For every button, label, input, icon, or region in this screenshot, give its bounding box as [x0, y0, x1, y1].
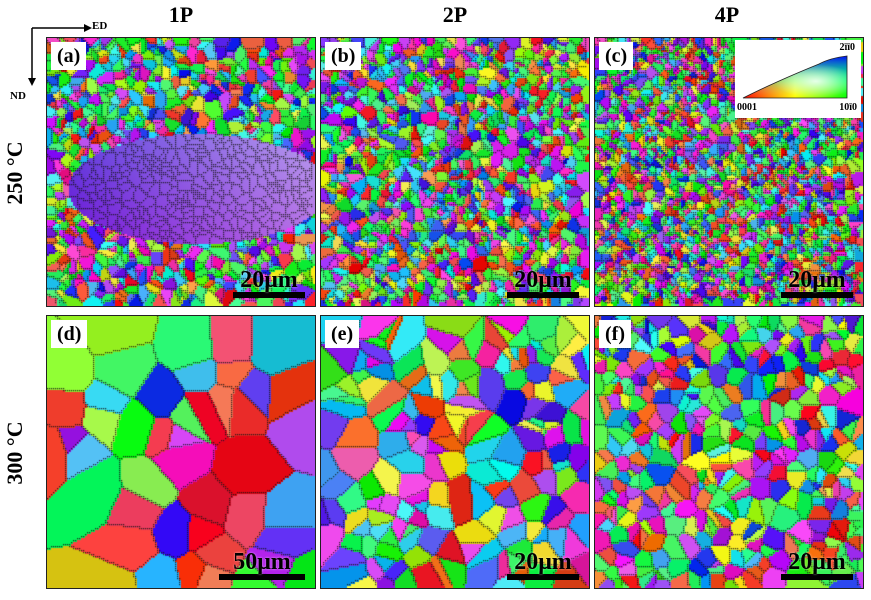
panel-e-scale-text: 20μm: [514, 549, 572, 575]
panel-c-label: (c): [599, 42, 634, 70]
panel-f-scale-text: 20μm: [788, 549, 846, 575]
panel-b-scale-bar: 20μm: [507, 268, 579, 298]
panel-b-scale-text: 20μm: [514, 267, 572, 293]
row-label-250c: 250 °C: [2, 141, 27, 205]
panel-e: (e) 20μm: [320, 315, 590, 589]
panel-a-label: (a): [51, 42, 87, 70]
panel-f-scale-bar: 20μm: [781, 550, 853, 580]
panel-c-scale-bar: 20μm: [781, 268, 853, 298]
panel-d-scale-text: 50μm: [233, 549, 291, 575]
panel-f-scale-line: [781, 574, 853, 580]
panel-a-scale-bar: 20μm: [233, 268, 305, 298]
panel-e-scale-bar: 20μm: [507, 550, 579, 580]
panel-e-micrograph: [321, 316, 589, 588]
panel-c-scale-text: 20μm: [788, 267, 846, 293]
axis-label-ed: ED: [92, 20, 108, 32]
column-header-2p: 2P: [442, 2, 468, 27]
panel-e-label: (e): [325, 320, 360, 348]
column-header-4p: 4P: [714, 2, 740, 27]
panel-d-scale-line: [219, 574, 305, 580]
panel-d: (d) 50μm: [46, 315, 316, 589]
panel-b-micrograph: [321, 38, 589, 306]
axes-indicator: [22, 18, 92, 98]
panel-c: (c): [594, 37, 864, 307]
ipf-label-right: 10ī0: [839, 102, 857, 113]
panel-d-scale-bar: 50μm: [219, 550, 305, 580]
column-header-1p: 1P: [168, 2, 194, 27]
panel-b-label: (b): [325, 42, 362, 70]
axes-arrows-icon: [28, 24, 92, 86]
panel-e-scale-line: [507, 574, 579, 580]
ipf-color-key: 2īī0 0001 10ī0: [735, 40, 861, 118]
panel-f-label: (f): [599, 320, 631, 348]
panel-b: (b) 20μm: [320, 37, 590, 307]
axis-label-nd: ND: [10, 90, 26, 102]
panel-a-micrograph: [47, 38, 315, 306]
panel-d-micrograph: [47, 316, 315, 588]
ipf-triangle-icon: [742, 55, 848, 99]
row-label-300c: 300 °C: [2, 421, 27, 485]
panel-f: (f) 20μm: [594, 315, 864, 589]
panel-d-label: (d): [51, 320, 88, 348]
panel-b-scale-line: [507, 292, 579, 298]
panel-c-scale-line: [781, 292, 853, 298]
ipf-label-left: 0001: [737, 102, 757, 113]
panel-a: (a) 20μm: [46, 37, 316, 307]
panel-f-micrograph: [595, 316, 863, 588]
panel-a-scale-line: [233, 292, 305, 298]
ipf-label-top: 2īī0: [839, 42, 855, 53]
panel-a-scale-text: 20μm: [240, 267, 298, 293]
